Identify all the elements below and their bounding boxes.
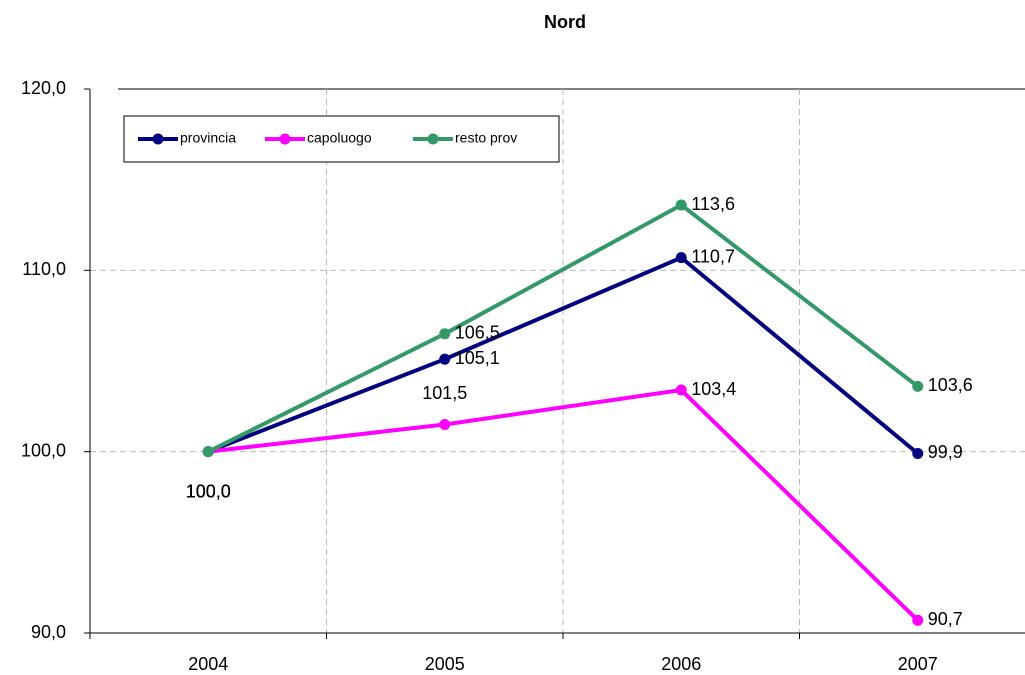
data-label: 100,0 (186, 481, 231, 501)
y-tick-label: 120,0 (21, 78, 66, 98)
data-label: 110,7 (691, 246, 735, 266)
data-label: 99,9 (928, 442, 963, 462)
point (675, 252, 687, 264)
series-line (208, 387, 920, 622)
x-tick-label: 2007 (898, 654, 938, 674)
y-tick-label: 110,0 (22, 259, 66, 279)
legend-label: provincia (180, 130, 236, 146)
point (912, 447, 924, 459)
point (912, 614, 924, 626)
x-tick-label: 2004 (188, 654, 228, 674)
data-label: 100,0 (186, 481, 231, 501)
data-label: 90,7 (928, 609, 963, 629)
x-tick-label: 2005 (425, 654, 465, 674)
point (675, 199, 687, 211)
legend-box (123, 115, 560, 163)
data-label: 101,5 (422, 383, 467, 403)
point (912, 380, 924, 392)
data-label: 103,6 (928, 375, 973, 395)
legend-label: resto prov (455, 130, 517, 146)
series-line (207, 202, 919, 454)
data-label: 100,0 (186, 481, 231, 501)
legend-marker (427, 133, 439, 145)
point (202, 446, 214, 458)
legend-label: capoluogo (307, 130, 372, 146)
series-line (207, 255, 920, 456)
legend: provincia capoluogo resto prov (123, 115, 560, 163)
point (439, 328, 451, 340)
data-label: 105,1 (455, 348, 500, 368)
chart-title: Nord (544, 12, 586, 32)
y-tick-label: 90,0 (31, 622, 66, 642)
point (439, 418, 451, 430)
point (675, 384, 687, 396)
y-tick-label: 100,0 (21, 440, 66, 460)
data-label: 106,5 (455, 323, 500, 343)
x-tick-label: 2006 (661, 654, 701, 674)
data-label: 113,6 (691, 194, 735, 214)
legend-marker (279, 133, 291, 145)
point (439, 353, 451, 365)
data-label: 103,4 (691, 379, 736, 399)
legend-marker (152, 133, 164, 145)
